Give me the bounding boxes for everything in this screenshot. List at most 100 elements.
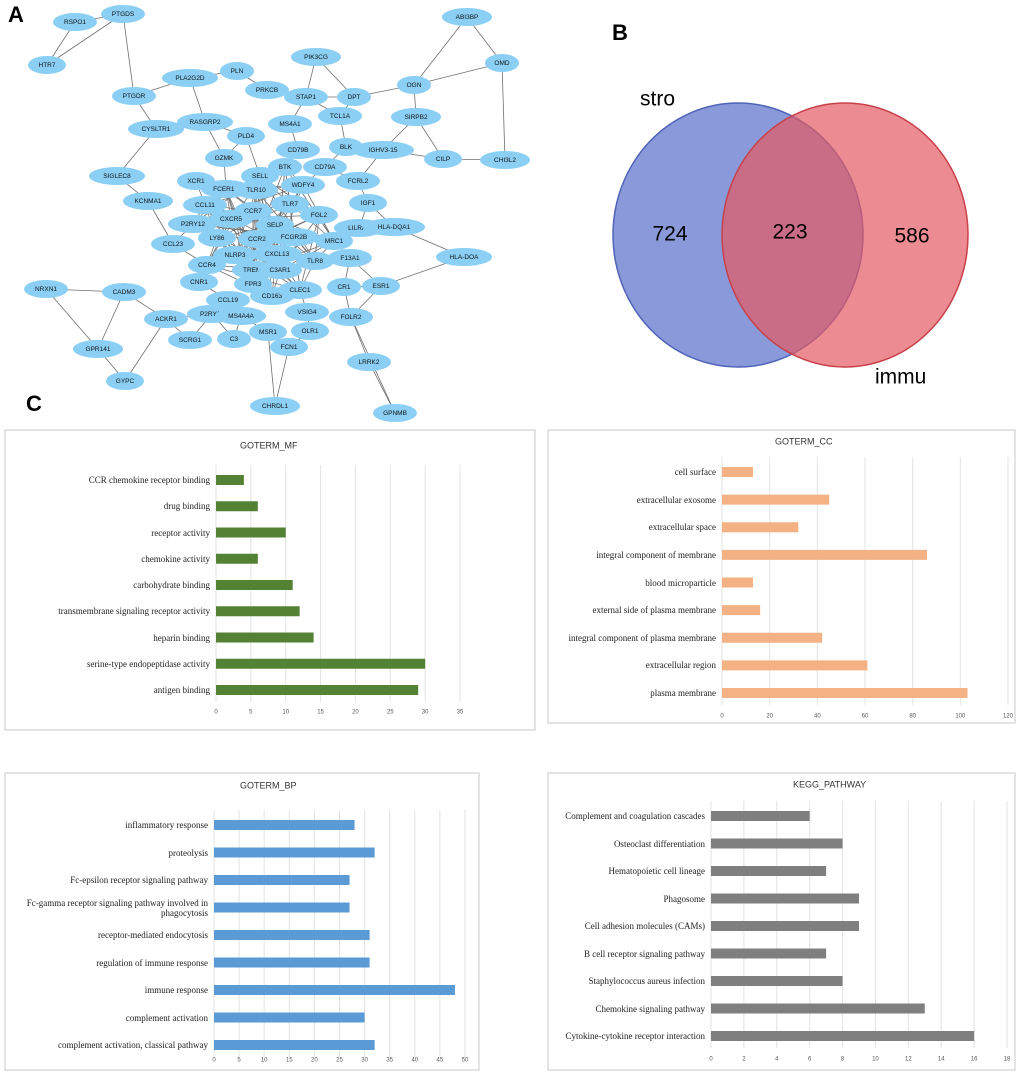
category-label-box: Fc-epsilon receptor signaling pathway (70, 875, 208, 885)
node-label: MRC1 (325, 238, 344, 245)
category-label-box: antigen binding (154, 685, 210, 695)
node-label: MS4A1 (279, 121, 301, 128)
node-label: PLA2G2D (175, 75, 205, 82)
panel-label: A (8, 2, 24, 27)
network-node (303, 158, 347, 176)
venn-value: 724 (652, 223, 687, 246)
node-label: TREM2 (243, 267, 265, 274)
y-tick-label: immune response (144, 985, 208, 995)
network-node (123, 192, 173, 210)
category-label-box: extracellular region (646, 660, 716, 670)
x-tick-label: 16 (971, 1057, 978, 1063)
network-node (349, 194, 387, 212)
venn-set-label: stro (640, 88, 675, 111)
node-label: CCR4 (198, 262, 216, 269)
node-label: GYPC (116, 378, 135, 385)
chart-frame (4, 429, 536, 731)
y-tick-label: receptor activity (151, 527, 210, 538)
category-label-box: cell surface (674, 467, 716, 477)
bar (214, 820, 355, 830)
node-label: KCNMA1 (134, 198, 161, 205)
network-edge (267, 331, 276, 407)
node-label: HLA-DQA1 (378, 224, 411, 231)
bar (216, 527, 286, 538)
node-label: CR1 (337, 284, 350, 291)
y-tick-label: transmembrane signaling receptor activit… (58, 606, 210, 617)
network-node (177, 113, 233, 131)
y-tick-label: drug binding (163, 501, 210, 512)
node-label: CCL11 (195, 202, 215, 209)
network-node (269, 228, 319, 246)
chart-title: GOTERM_MF (240, 440, 298, 450)
network-node (363, 218, 425, 236)
network-node (220, 62, 254, 80)
network-node (270, 338, 308, 356)
y-tick-label: plasma membrane (650, 688, 716, 698)
y-tick-label: blood microparticle (645, 577, 716, 588)
bar (216, 606, 300, 617)
node-label: OLR1 (302, 328, 319, 335)
network-node (168, 331, 212, 349)
network-node (291, 48, 341, 66)
node-label: GPR141 (86, 346, 111, 353)
x-tick-label: 10 (282, 710, 289, 716)
network-node (318, 107, 362, 125)
x-tick-label: 0 (214, 710, 218, 716)
bar (711, 811, 810, 821)
node-label: ESR1 (373, 283, 390, 290)
node-label: FPR3 (245, 281, 262, 288)
x-tick-label: 80 (909, 714, 916, 720)
network-node (28, 56, 66, 74)
x-tick-label: 25 (336, 1058, 343, 1064)
y-tick-label: Cytokine-cytokine receptor interaction (565, 1031, 705, 1041)
network-node (296, 252, 334, 270)
category-label-box: regulation of immune response (96, 957, 208, 968)
node-label: SIGLEC8 (103, 173, 131, 180)
network-node (315, 232, 353, 250)
category-label-box: Cell adhesion molecules (CAMs) (585, 921, 705, 931)
network-node (300, 206, 338, 224)
network-node (278, 281, 322, 299)
node-label: ABI3BP (456, 14, 479, 21)
node-label: TLR7 (282, 201, 298, 208)
node-label: BTK (279, 164, 292, 171)
node-label: FCN1 (281, 344, 298, 351)
x-tick-label: 0 (720, 714, 724, 720)
network-node (276, 141, 320, 159)
x-tick-label: 20 (311, 1058, 318, 1064)
x-tick-label: 0 (212, 1058, 216, 1064)
network-edge (46, 13, 124, 66)
y-tick-label: regulation of immune response (96, 957, 208, 968)
x-tick-label: 10 (261, 1058, 268, 1064)
bar (216, 475, 244, 485)
bar (214, 875, 350, 885)
network-node (271, 195, 309, 213)
bar (711, 1003, 925, 1014)
network-node (328, 249, 372, 267)
x-tick-label: 6 (808, 1057, 812, 1063)
y-tick-label: cell surface (674, 467, 716, 477)
network-node (347, 353, 391, 371)
node-label: HLA-DOA (450, 254, 480, 261)
node-label: NLRP3 (225, 252, 246, 259)
node-label: C3AR1 (270, 267, 291, 274)
category-label-box: Cytokine-cytokine receptor interaction (565, 1031, 705, 1041)
node-label: PRKCB (256, 87, 278, 94)
node-label: GZMK (215, 155, 234, 162)
network-node (180, 273, 218, 291)
node-label: PLD4 (238, 133, 255, 140)
node-label: FOLR2 (341, 314, 362, 321)
bar (722, 632, 823, 643)
x-tick-label: 40 (411, 1058, 418, 1064)
x-tick-label: 120 (1003, 714, 1014, 720)
category-label-box: complement activation, classical pathway (58, 1040, 208, 1050)
bar (216, 501, 258, 512)
bar (711, 976, 843, 986)
category-label-box: Chemokine signaling pathway (596, 1004, 705, 1014)
network-node (73, 340, 123, 358)
bar (722, 549, 927, 560)
x-tick-label: 15 (286, 1058, 293, 1064)
x-tick-label: 8 (841, 1057, 845, 1063)
node-label: CXCL13 (265, 251, 290, 258)
